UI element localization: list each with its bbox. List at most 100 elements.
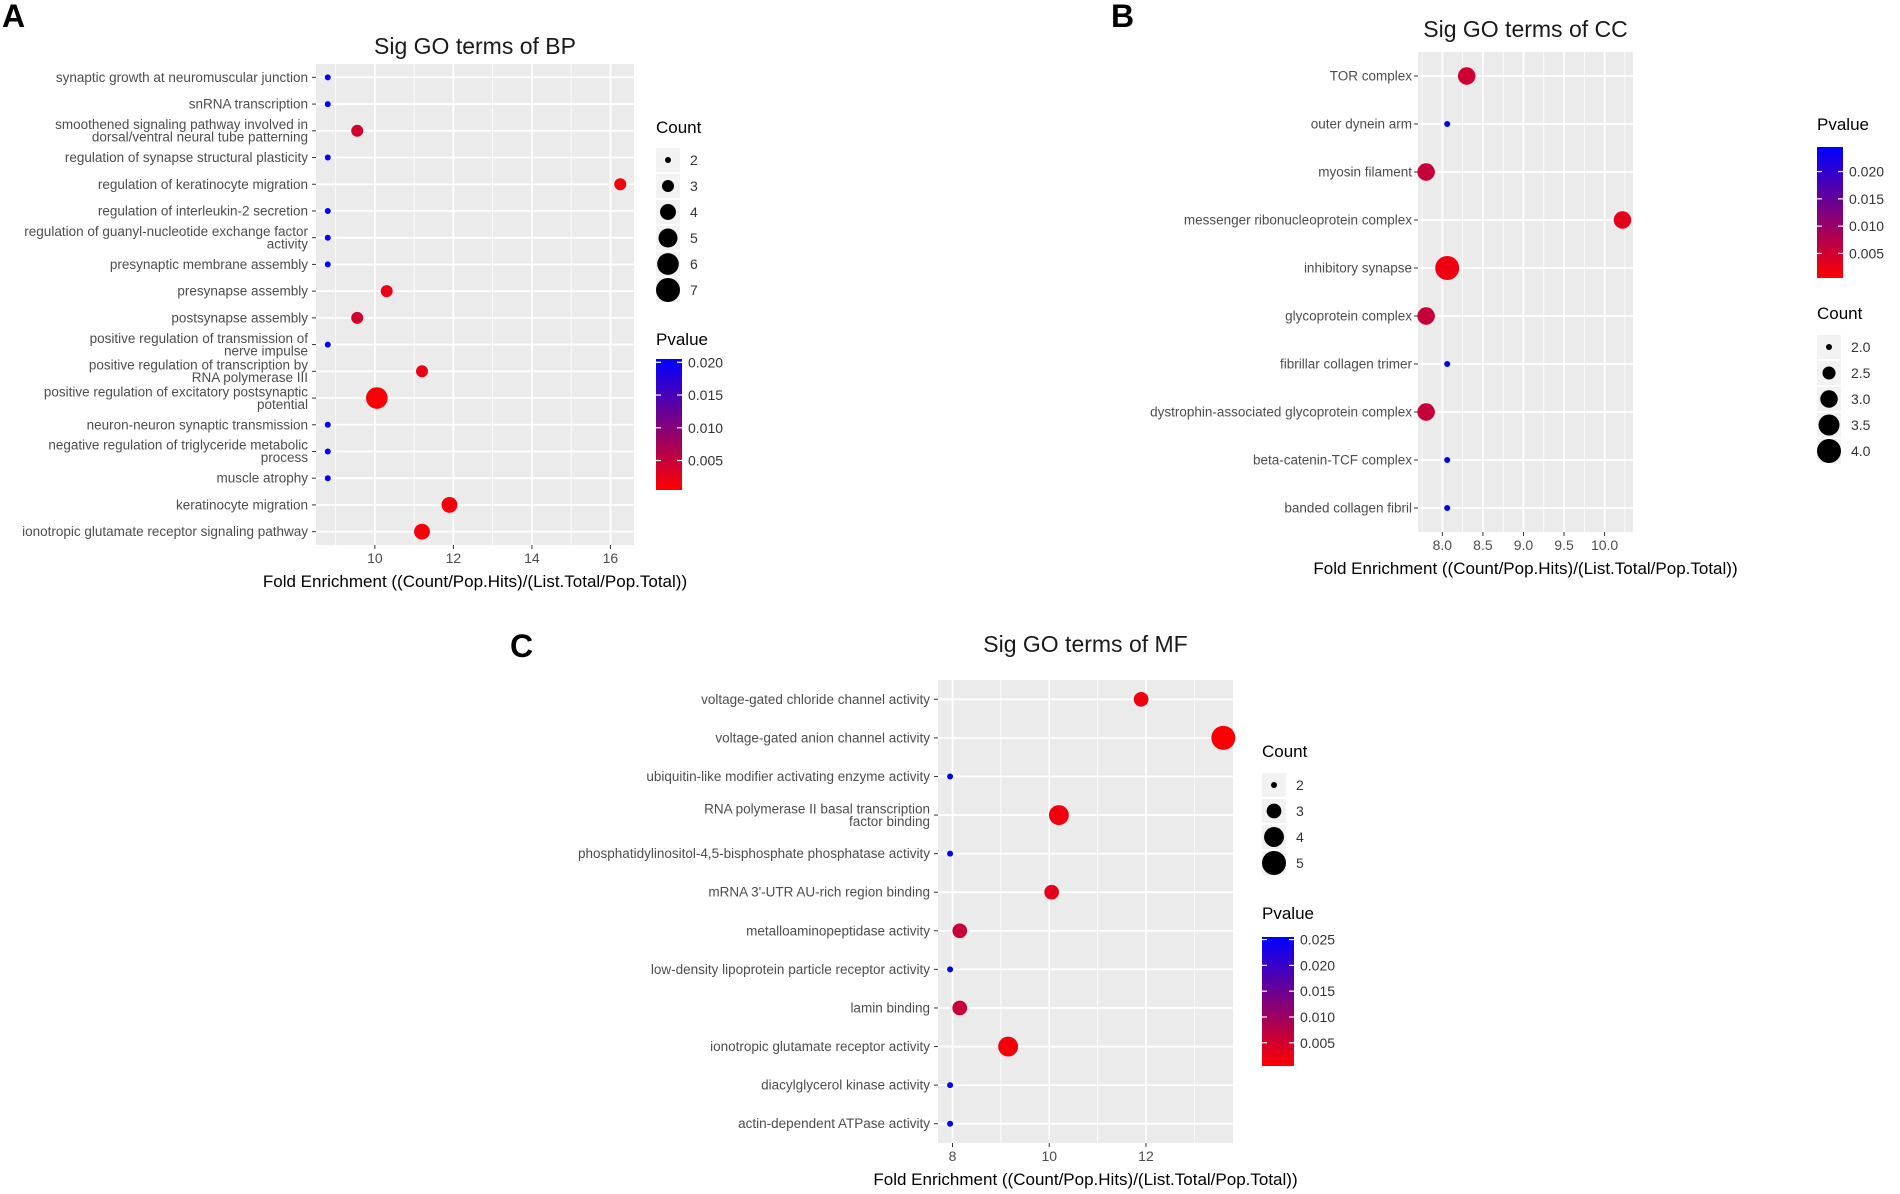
data-point <box>947 773 954 780</box>
x-axis-label: Fold Enrichment ((Count/Pop.Hits)/(List.… <box>873 1170 1297 1189</box>
x-tick-label: 12 <box>446 550 462 566</box>
y-tick-label: regulation of guanyl-nucleotide exchange… <box>24 224 308 239</box>
count-key-label: 2 <box>690 152 698 168</box>
x-tick-label: 16 <box>603 550 619 566</box>
data-point <box>947 1082 954 1089</box>
y-tick-label: regulation of synapse structural plastic… <box>65 150 308 165</box>
pvalue-legend-title: Pvalue <box>656 330 708 349</box>
data-point <box>351 124 364 137</box>
count-key-dot <box>1262 851 1286 875</box>
y-tick-label: messenger ribonucleoprotein complex <box>1184 213 1412 228</box>
data-point <box>1444 121 1451 127</box>
y-tick-label: voltage-gated chloride channel activity <box>701 692 930 707</box>
count-legend-title: Count <box>656 118 702 137</box>
pvalue-legend-title: Pvalue <box>1817 115 1869 134</box>
colorbar-tick-label: 0.020 <box>688 354 723 370</box>
colorbar-tick-label: 0.015 <box>1849 191 1884 207</box>
y-tick-label: TOR complex <box>1330 69 1413 84</box>
data-point <box>1435 256 1460 280</box>
data-point <box>324 207 331 214</box>
data-point <box>614 178 627 191</box>
panel-b: Sig GO terms of CC 8.0 8.5 9.0 9.5 10.0 TOR co… <box>1150 16 1884 578</box>
plot-background <box>316 64 634 545</box>
chart-panels: Sig GO terms of BP 10 12 14 16 synaptic growt… <box>22 16 1884 1189</box>
plot-background <box>938 680 1233 1143</box>
y-tick-label: fibrillar collagen trimer <box>1280 357 1413 372</box>
y-tick-label: banded collagen fibril <box>1284 501 1412 516</box>
x-tick-label: 10 <box>1041 1148 1057 1164</box>
data-point <box>380 285 393 298</box>
data-point <box>998 1036 1019 1057</box>
y-tick-label: regulation of keratinocyte migration <box>98 177 308 192</box>
y-tick-label: actin-dependent ATPase activity <box>738 1116 930 1131</box>
data-point <box>324 101 331 108</box>
data-point <box>1133 691 1149 707</box>
pvalue-legend: Pvalue 0.025 0.020 0.015 0.010 0.005 <box>1262 904 1335 1066</box>
y-tick-label: myosin filament <box>1318 165 1412 180</box>
panel-a: Sig GO terms of BP 10 12 14 16 synaptic growt… <box>22 33 723 591</box>
data-point <box>1048 805 1069 825</box>
x-axis-label: Fold Enrichment ((Count/Pop.Hits)/(List.… <box>1313 559 1737 578</box>
count-legend-title: Count <box>1817 304 1863 323</box>
y-tick-label: synaptic growth at neuromuscular junctio… <box>56 70 308 85</box>
y-tick-label: nerve impulse <box>224 343 308 358</box>
data-point <box>324 74 331 81</box>
data-point <box>324 341 331 348</box>
colorbar-tick-label: 0.010 <box>688 420 723 436</box>
panel-a-letter: A <box>2 0 25 34</box>
colorbar-tick-label: 0.005 <box>688 453 723 469</box>
count-key-dot <box>662 180 674 192</box>
count-key-label: 4 <box>690 204 698 220</box>
count-legend: Count 2 3 4 5 6 7 <box>656 118 702 302</box>
x-tick-label: 8 <box>949 1148 957 1164</box>
x-axis-label: Fold Enrichment ((Count/Pop.Hits)/(List.… <box>263 572 687 591</box>
x-tick-label: 14 <box>524 550 540 566</box>
y-tick-label: metalloaminopeptidase activity <box>746 923 930 938</box>
y-tick-label: presynaptic membrane assembly <box>110 257 308 272</box>
y-tick-label: beta-catenin-TCF complex <box>1253 453 1412 468</box>
data-point <box>324 234 331 241</box>
pvalue-legend: Pvalue 0.020 0.015 0.010 0.005 <box>656 330 723 490</box>
data-point <box>441 496 458 513</box>
data-point <box>952 923 968 939</box>
colorbar-tick-label: 0.025 <box>1300 932 1335 948</box>
y-tick-label: negative regulation of triglyceride meta… <box>48 438 308 453</box>
data-point <box>414 523 430 540</box>
y-tick-label: RNA polymerase III <box>192 370 308 385</box>
x-tick-label: 10 <box>367 550 383 566</box>
count-key-dot <box>1818 414 1840 436</box>
x-tick-label: 10.0 <box>1591 537 1618 553</box>
data-point <box>1417 163 1435 181</box>
data-point <box>324 261 331 268</box>
data-point <box>947 850 954 857</box>
y-tick-label: RNA polymerase II basal transcription <box>704 801 930 816</box>
y-tick-label: dystrophin-associated glycoprotein compl… <box>1150 405 1412 420</box>
x-tick-label: 9.5 <box>1554 537 1574 553</box>
y-tick-label: voltage-gated anion channel activity <box>715 730 930 745</box>
chart-title: Sig GO terms of BP <box>374 33 576 59</box>
pvalue-colorbar <box>1817 147 1843 278</box>
count-key-label: 4 <box>1296 829 1304 845</box>
y-tick-label: glycoprotein complex <box>1285 309 1412 324</box>
data-point <box>324 448 331 455</box>
data-point <box>1044 884 1059 900</box>
count-key-label: 5 <box>1296 855 1304 871</box>
data-point <box>324 475 331 482</box>
count-legend-title: Count <box>1262 742 1308 761</box>
y-tick-label: snRNA transcription <box>189 97 308 112</box>
y-tick-label: low-density lipoprotein particle recepto… <box>651 962 930 977</box>
count-key-label: 3.0 <box>1851 391 1871 407</box>
y-tick-label: ubiquitin-like modifier activating enzym… <box>646 769 930 784</box>
data-point <box>351 311 364 324</box>
y-tick-label: outer dynein arm <box>1311 117 1412 132</box>
y-tick-label: process <box>261 450 309 465</box>
count-key-dot <box>665 157 671 163</box>
count-key-label: 3.5 <box>1851 417 1871 433</box>
colorbar-tick-label: 0.020 <box>1849 164 1884 180</box>
count-key-label: 4.0 <box>1851 443 1871 459</box>
y-tick-label: positive regulation of excitatory postsy… <box>44 384 308 399</box>
count-key-label: 3 <box>690 178 698 194</box>
x-tick-label: 9.0 <box>1514 537 1534 553</box>
data-point <box>1211 725 1236 750</box>
